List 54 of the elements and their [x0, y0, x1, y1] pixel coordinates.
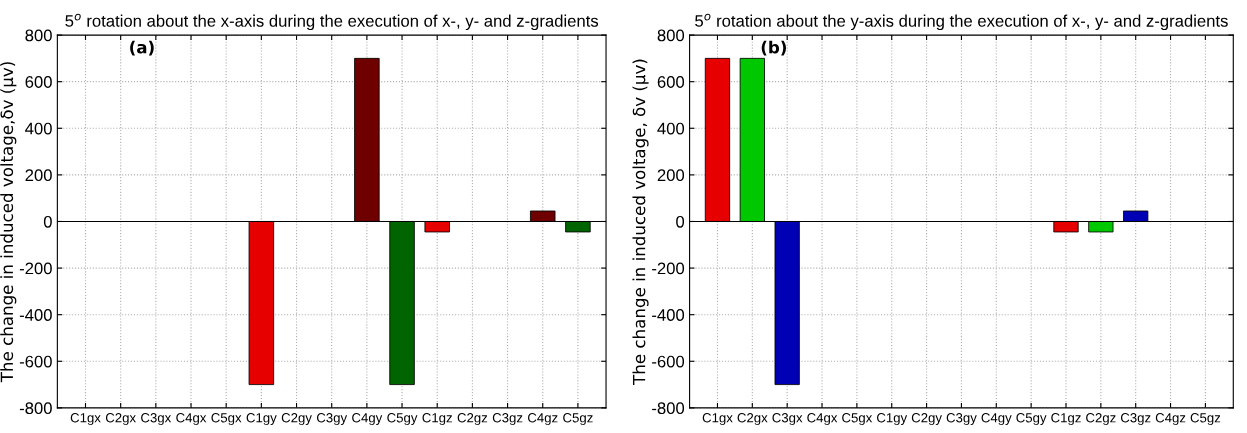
x-tick-label: C1gx: [70, 413, 101, 426]
y-tick-label: 800: [25, 29, 52, 42]
x-tick-label: C1gy: [246, 413, 277, 426]
x-tick-label: C3gz: [1120, 413, 1151, 426]
annotation: (a): [130, 40, 154, 56]
x-tick-label: C5gy: [387, 413, 418, 426]
x-tick-label: C3gx: [141, 413, 172, 426]
x-tick-label: C4gz: [1155, 413, 1186, 426]
x-tick-label: C5gx: [842, 413, 873, 426]
x-tick-label: C5gz: [563, 413, 593, 426]
x-tick-label: C5gz: [1190, 413, 1221, 426]
chart-title: 5$^{o}$ rotation about the x-axis during the execution of x-, y- and z-gradients: [65, 13, 599, 31]
x-tick-label: C2gy: [911, 413, 942, 426]
x-tick-label: C5gx: [211, 413, 242, 426]
y-tick-label: -800: [19, 402, 52, 415]
x-tick-label: C4gx: [807, 413, 838, 426]
x-tick-label: C4gx: [176, 413, 207, 426]
y-tick-label: -400: [19, 309, 52, 321]
x-tick-label: C2gx: [737, 413, 768, 426]
y-axis-title: The change in induced voltage,δv (µv): [0, 62, 17, 383]
x-tick-label: C3gx: [772, 413, 803, 426]
x-tick-label: C1gx: [702, 413, 733, 426]
x-tick-label: C1gz: [1051, 413, 1081, 426]
x-tick-label: C1gy: [877, 413, 908, 426]
y-tick-label: 200: [657, 169, 685, 182]
y-tick-label: -600: [652, 355, 685, 368]
chart-title: 5$^{o}$ rotation about the y-axis during the execution of x-, y- and z-gradients: [695, 13, 1228, 31]
y-tick-label: 0: [676, 215, 685, 228]
x-tick-label: C4gy: [352, 413, 383, 426]
y-tick-label: -400: [652, 309, 685, 321]
x-tick-label: C3gz: [492, 413, 523, 426]
y-tick-label: 400: [657, 122, 685, 135]
y-tick-label: -800: [652, 402, 685, 415]
y-tick-label: 400: [25, 122, 52, 135]
y-tick-label: -600: [19, 355, 52, 368]
y-tick-label: 0: [43, 215, 52, 228]
x-tick-label: C2gz: [457, 413, 488, 426]
x-tick-label: C5gy: [1016, 413, 1047, 426]
y-tick-label: -200: [19, 262, 52, 275]
x-tick-label: C2gy: [281, 413, 312, 426]
y-tick-label: 600: [657, 76, 685, 88]
x-tick-label: C1gz: [422, 413, 452, 426]
y-tick-label: 600: [25, 76, 52, 88]
x-tick-label: C4gz: [528, 413, 558, 426]
y-tick-label: 800: [657, 29, 685, 42]
x-tick-label: C4gy: [981, 413, 1012, 426]
annotation: (b): [761, 40, 786, 56]
x-tick-label: C3gy: [946, 413, 977, 426]
y-tick-label: -200: [652, 262, 685, 275]
x-tick-label: C3gy: [316, 413, 348, 426]
x-tick-label: C2gx: [105, 413, 136, 426]
x-tick-label: C2gz: [1086, 413, 1116, 426]
y-axis-title: The change in induced voltage, δv (µv): [632, 59, 649, 385]
y-tick-label: 200: [25, 169, 52, 182]
